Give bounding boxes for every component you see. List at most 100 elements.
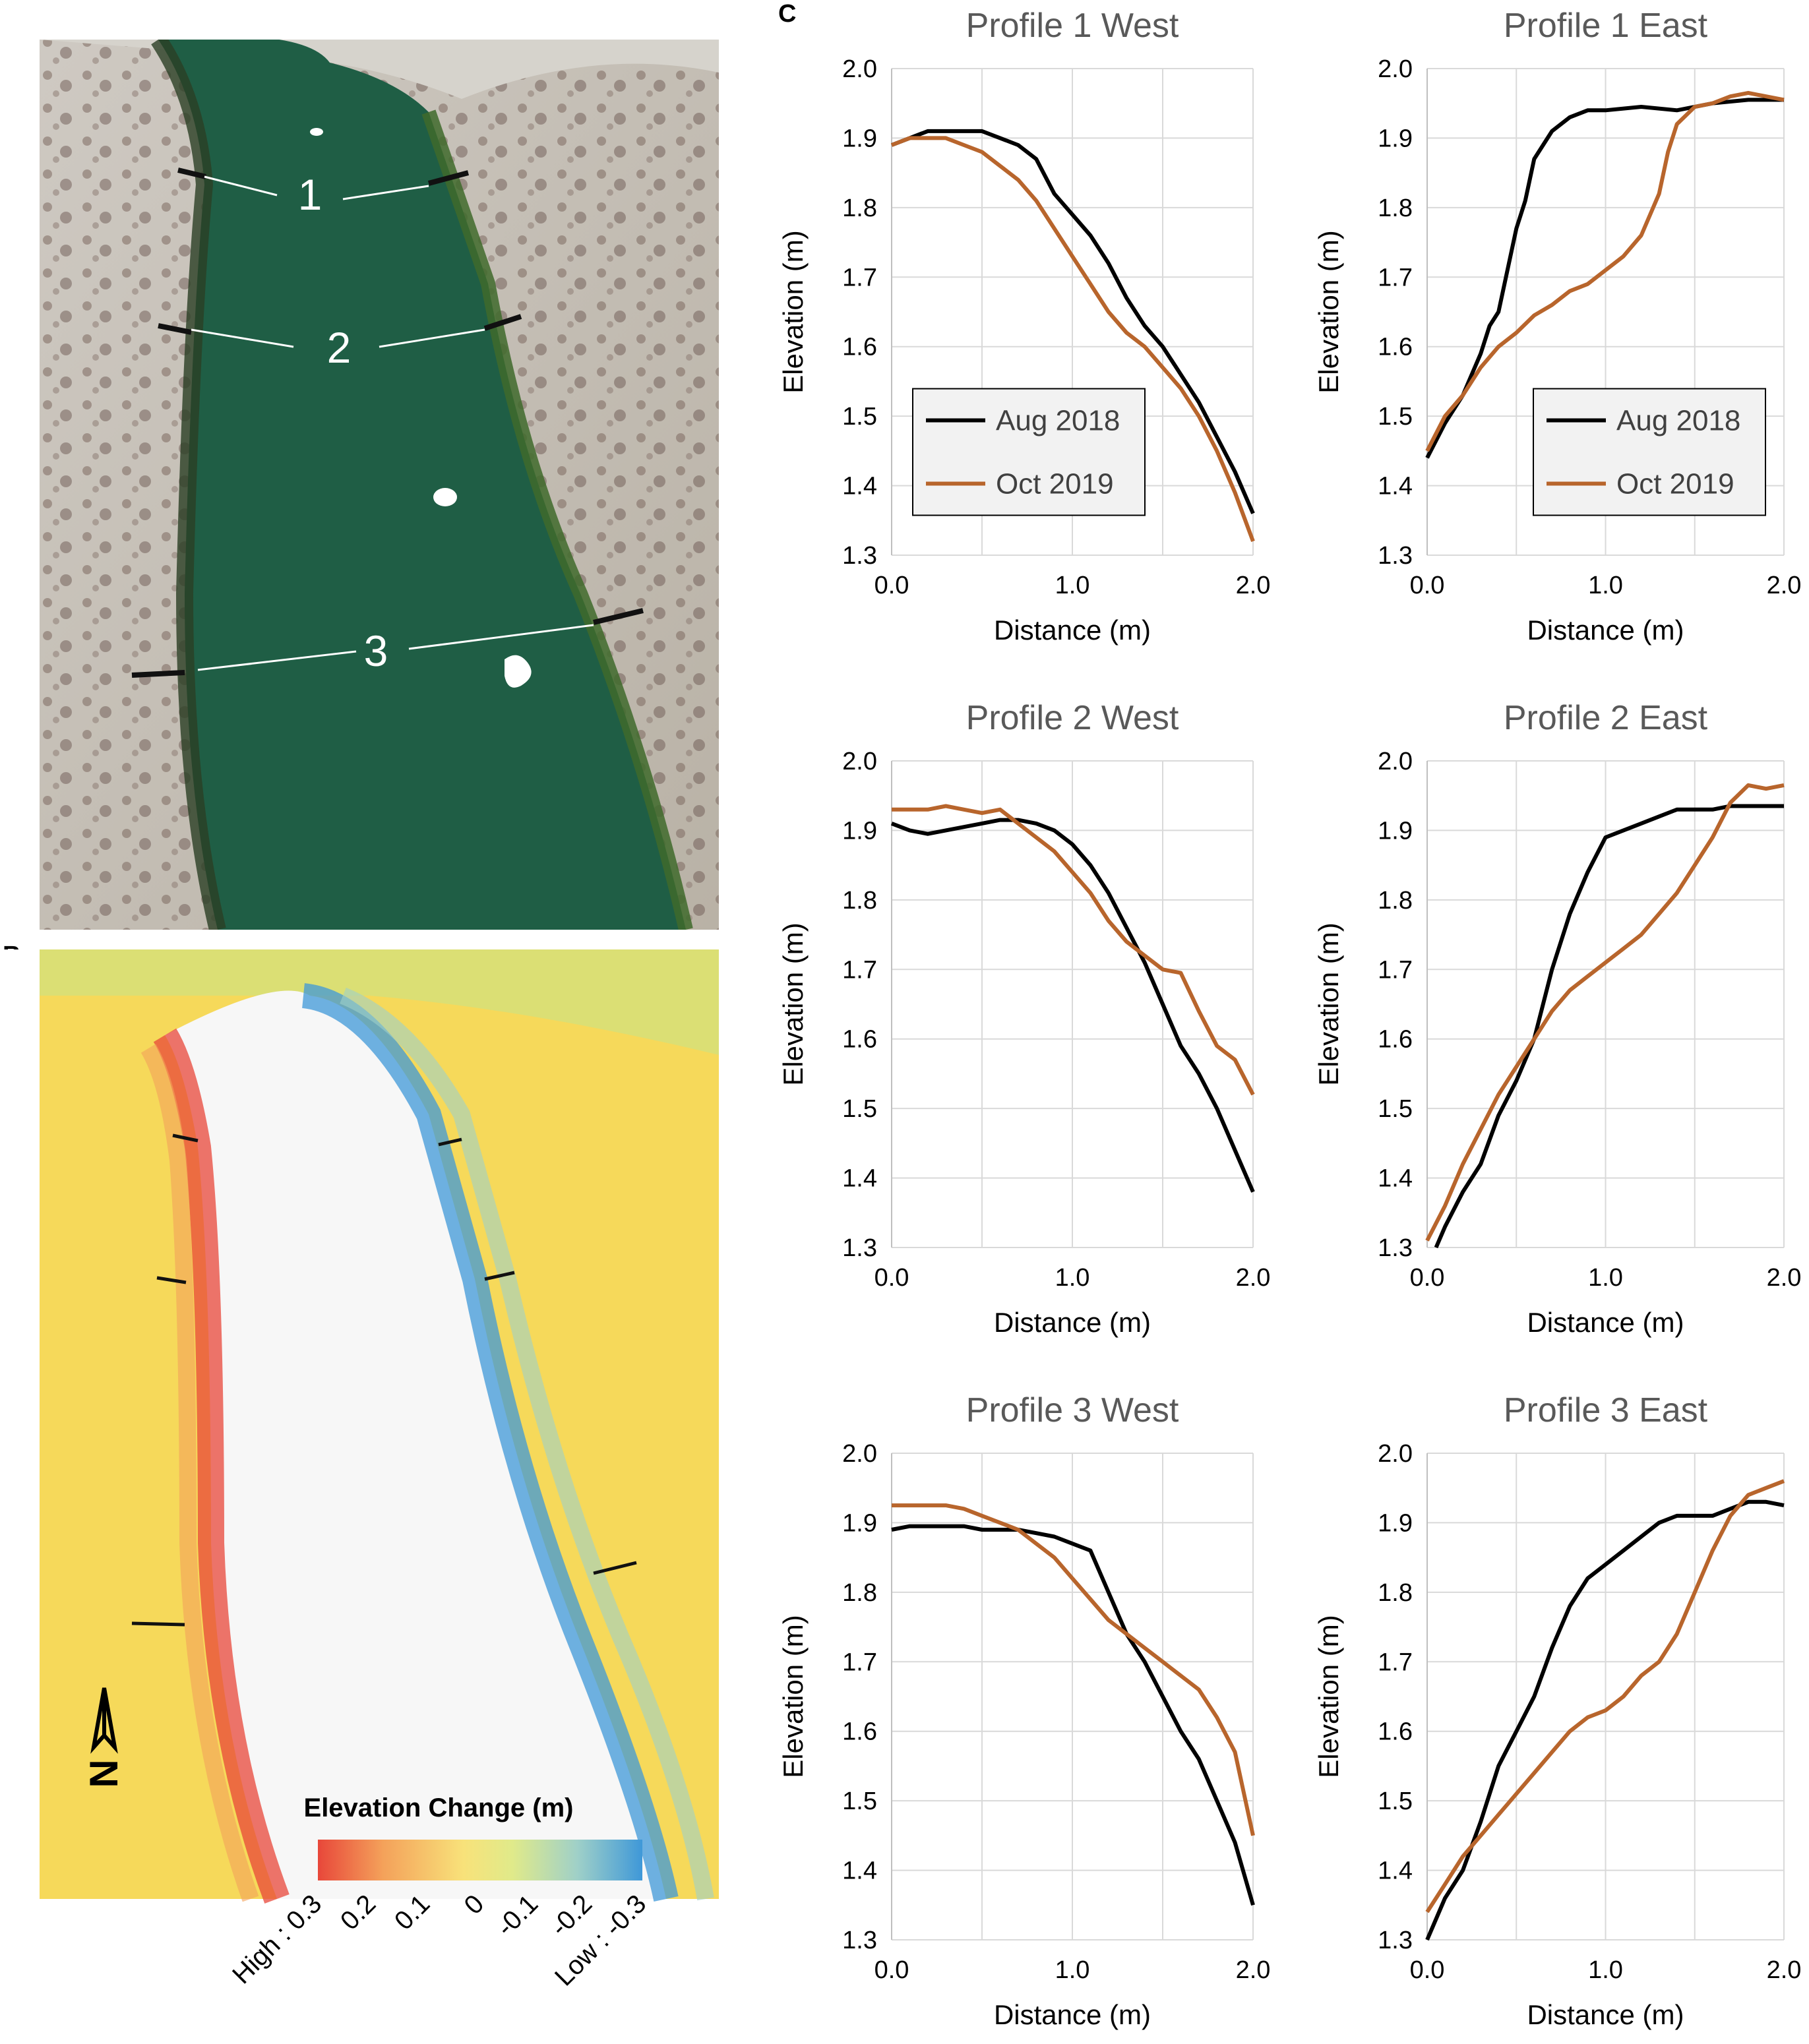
x-axis-label: Distance (m) bbox=[994, 615, 1151, 646]
aerial-photo: 1 2 3 bbox=[0, 0, 719, 930]
y-axis-label: Elevation (m) bbox=[1313, 230, 1344, 393]
profile-label-1: 1 bbox=[298, 170, 322, 219]
legend-label: Aug 2018 bbox=[1616, 405, 1740, 437]
x-tick-label: 2.0 bbox=[1767, 1956, 1802, 1984]
y-tick-label: 1.4 bbox=[1378, 1857, 1413, 1885]
x-tick-label: 0.0 bbox=[874, 1956, 909, 1984]
north-arrow-icon: N bbox=[82, 1687, 126, 1788]
colorbar-tick-label: 0.1 bbox=[389, 1889, 435, 1935]
y-axis-label: Elevation (m) bbox=[1313, 922, 1344, 1085]
x-tick-label: 0.0 bbox=[874, 1264, 909, 1292]
y-tick-label: 1.9 bbox=[842, 817, 877, 845]
y-tick-label: 2.0 bbox=[1378, 748, 1413, 775]
y-tick-label: 1.5 bbox=[1378, 403, 1413, 431]
y-axis-label: Elevation (m) bbox=[778, 230, 809, 393]
y-tick-label: 1.4 bbox=[1378, 473, 1413, 500]
y-tick-label: 1.7 bbox=[842, 264, 877, 291]
x-tick-label: 1.0 bbox=[1055, 1956, 1090, 1984]
y-tick-label: 1.5 bbox=[1378, 1788, 1413, 1815]
legend: Aug 2018 Oct 2019 bbox=[1533, 388, 1766, 516]
chart-title: Profile 1 East bbox=[1504, 7, 1708, 45]
y-tick-label: 1.3 bbox=[842, 542, 877, 570]
series-line-oct-2019 bbox=[892, 804, 1255, 1096]
y-tick-label: 2.0 bbox=[1378, 1440, 1413, 1468]
y-tick-label: 1.6 bbox=[1378, 334, 1413, 361]
legend: Aug 2018 Oct 2019 bbox=[912, 388, 1146, 516]
chart-title: Profile 2 West bbox=[966, 699, 1179, 737]
y-tick-label: 1.6 bbox=[1378, 1026, 1413, 1054]
x-tick-label: 0.0 bbox=[1410, 572, 1445, 599]
y-tick-label: 1.8 bbox=[842, 1579, 877, 1607]
x-tick-label: 0.0 bbox=[874, 572, 909, 599]
x-tick-label: 1.0 bbox=[1588, 1264, 1623, 1292]
y-tick-label: 1.6 bbox=[1378, 1718, 1413, 1746]
x-tick-label: 0.0 bbox=[1410, 1956, 1445, 1984]
y-tick-label: 1.6 bbox=[842, 334, 877, 361]
legend-label: Aug 2018 bbox=[996, 405, 1120, 437]
y-tick-label: 1.6 bbox=[842, 1026, 877, 1054]
y-tick-label: 1.8 bbox=[842, 195, 877, 222]
y-tick-label: 1.8 bbox=[842, 887, 877, 915]
profile-chart: 1.3 1.4 1.5 1.6 1.7 1.8 1.9 2.0 0.0 1.0 2.0 Distanc… bbox=[778, 699, 1270, 1338]
x-tick-label: 1.0 bbox=[1588, 1956, 1623, 1984]
colorbar-tick-label: -0.1 bbox=[491, 1889, 544, 1942]
y-tick-label: 1.5 bbox=[842, 403, 877, 431]
x-tick-label: 1.0 bbox=[1588, 572, 1623, 599]
legend-box bbox=[912, 388, 1146, 516]
x-axis-label: Distance (m) bbox=[1527, 615, 1684, 646]
chart-title: Profile 3 East bbox=[1504, 1391, 1708, 1429]
x-axis-label: Distance (m) bbox=[1527, 1307, 1684, 1338]
y-tick-label: 1.8 bbox=[1378, 1579, 1413, 1607]
y-axis-label: Elevation (m) bbox=[778, 1615, 809, 1778]
y-tick-label: 1.7 bbox=[842, 956, 877, 984]
y-tick-label: 1.9 bbox=[1378, 1509, 1413, 1537]
y-tick-label: 1.6 bbox=[842, 1718, 877, 1746]
legend-label: Oct 2019 bbox=[996, 468, 1114, 500]
y-tick-label: 1.4 bbox=[842, 1857, 877, 1885]
y-tick-label: 1.4 bbox=[1378, 1165, 1413, 1193]
y-tick-label: 1.7 bbox=[1378, 264, 1413, 291]
y-axis-label: Elevation (m) bbox=[778, 922, 809, 1085]
colorbar-tick-label: 0 bbox=[459, 1889, 490, 1920]
series-line-aug-2018 bbox=[1425, 98, 1784, 459]
y-tick-label: 1.9 bbox=[1378, 125, 1413, 152]
y-tick-label: 1.3 bbox=[1378, 542, 1413, 570]
y-tick-label: 1.4 bbox=[842, 473, 877, 500]
y-tick-label: 1.8 bbox=[1378, 887, 1413, 915]
series-line-oct-2019 bbox=[892, 1503, 1255, 1836]
profile-chart: 1.3 1.4 1.5 1.6 1.7 1.8 1.9 2.0 0.0 1.0 2.0 Distanc… bbox=[778, 1391, 1270, 2030]
y-tick-label: 1.7 bbox=[842, 1648, 877, 1676]
y-tick-label: 1.5 bbox=[1378, 1095, 1413, 1123]
series-line-oct-2019 bbox=[1425, 1479, 1785, 1913]
profile-chart: 1.3 1.4 1.5 1.6 1.7 1.8 1.9 2.0 0.0 1.0 2.0 Distanc… bbox=[1313, 1391, 1801, 2030]
profile-chart: 1.3 1.4 1.5 1.6 1.7 1.8 1.9 2.0 0.0 1.0 2.0 Distanc… bbox=[1313, 699, 1801, 1338]
series-line-aug-2018 bbox=[890, 129, 1255, 514]
series-line-aug-2018 bbox=[890, 818, 1255, 1193]
channel-no-change bbox=[165, 990, 666, 1899]
y-tick-label: 1.3 bbox=[842, 1234, 877, 1262]
legend-label: Oct 2019 bbox=[1616, 468, 1734, 500]
profile-label-3: 3 bbox=[364, 626, 388, 675]
colorbar-tick-label: 0.2 bbox=[335, 1889, 381, 1935]
y-tick-label: 2.0 bbox=[842, 1440, 877, 1468]
x-axis-label: Distance (m) bbox=[994, 1999, 1151, 2030]
colorbar-tick-label: -0.2 bbox=[545, 1889, 598, 1942]
series-line-oct-2019 bbox=[1425, 783, 1785, 1242]
x-tick-label: 2.0 bbox=[1236, 572, 1271, 599]
y-tick-label: 1.3 bbox=[1378, 1927, 1413, 1954]
profile-chart: 1.3 1.4 1.5 1.6 1.7 1.8 1.9 2.0 0.0 1.0 2.0 Distanc… bbox=[1313, 7, 1801, 646]
x-axis-label: Distance (m) bbox=[994, 1307, 1151, 1338]
profile-chart: 1.3 1.4 1.5 1.6 1.7 1.8 1.9 2.0 0.0 1.0 2.0 Distanc… bbox=[778, 7, 1270, 646]
y-tick-label: 1.9 bbox=[1378, 817, 1413, 845]
colorbar bbox=[318, 1840, 642, 1880]
series-line-aug-2018 bbox=[1425, 1499, 1785, 1941]
colorbar-title: Elevation Change (m) bbox=[304, 1793, 574, 1822]
series-line-oct-2019 bbox=[890, 136, 1255, 542]
y-tick-label: 1.4 bbox=[842, 1165, 877, 1193]
x-tick-label: 2.0 bbox=[1236, 1956, 1271, 1984]
x-tick-label: 2.0 bbox=[1236, 1264, 1271, 1292]
x-tick-label: 0.0 bbox=[1410, 1264, 1445, 1292]
chart-title: Profile 3 West bbox=[966, 1391, 1179, 1429]
y-tick-label: 2.0 bbox=[1378, 55, 1413, 83]
